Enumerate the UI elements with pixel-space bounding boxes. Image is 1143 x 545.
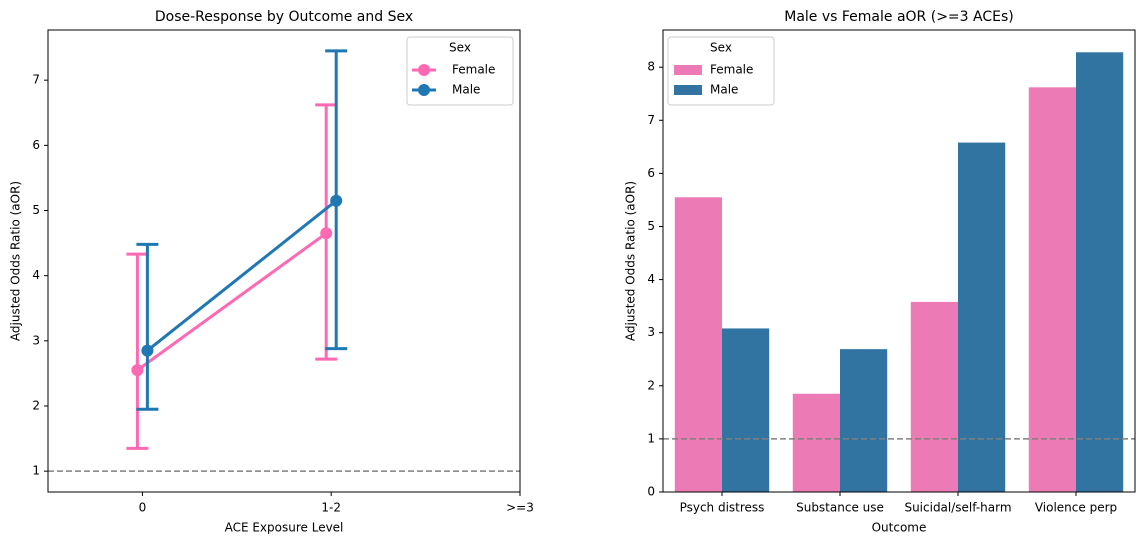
x-tick-label: Psych distress xyxy=(680,501,765,515)
y-tick-label: 3 xyxy=(32,333,40,347)
legend-label: Female xyxy=(710,63,753,77)
series-line xyxy=(136,232,328,372)
point xyxy=(320,227,333,240)
bar xyxy=(840,349,888,492)
point xyxy=(141,344,154,357)
bar xyxy=(910,301,958,492)
y-tick-label: 6 xyxy=(647,166,655,180)
plot-frame xyxy=(47,29,521,493)
series-line xyxy=(146,199,338,352)
x-tick-label: 1-2 xyxy=(321,501,341,515)
chart-title: Dose-Response by Outcome and Sex xyxy=(155,9,413,25)
y-tick-label: 2 xyxy=(32,398,40,412)
plot-frame xyxy=(662,29,1136,493)
legend-marker xyxy=(418,84,430,96)
x-tick-label: 0 xyxy=(139,501,147,515)
y-tick-label: 4 xyxy=(647,272,655,286)
x-tick-label: Violence perp xyxy=(1035,501,1117,515)
legend-title: Sex xyxy=(710,41,732,55)
y-tick-label: 4 xyxy=(32,268,40,282)
y-tick-label: 7 xyxy=(647,113,655,127)
bar xyxy=(674,197,722,492)
error-bar xyxy=(126,252,149,450)
bar xyxy=(1028,87,1076,493)
legend-patch xyxy=(674,65,702,75)
x-tick-label: Suicidal/self-harm xyxy=(904,501,1011,515)
bar xyxy=(792,393,840,492)
point xyxy=(131,364,144,377)
y-axis-label: Adjusted Odds Ratio (aOR) xyxy=(624,181,638,341)
chart-title: Male vs Female aOR (>=3 ACEs) xyxy=(784,9,1013,25)
y-tick-label: 7 xyxy=(32,73,40,87)
error-bar xyxy=(136,242,159,411)
point xyxy=(330,194,343,207)
y-tick-label: 6 xyxy=(32,138,40,152)
x-tick-label: Substance use xyxy=(796,501,884,515)
x-axis-label: Outcome xyxy=(872,521,927,535)
y-tick-label: 0 xyxy=(647,485,655,499)
x-tick-label: >=3 xyxy=(506,501,534,515)
y-tick-label: 8 xyxy=(647,60,655,74)
bar xyxy=(1076,52,1124,493)
legend-box xyxy=(406,36,514,106)
legend-marker xyxy=(418,64,430,76)
y-tick-label: 5 xyxy=(647,219,655,233)
y-tick-label: 2 xyxy=(647,378,655,392)
bar xyxy=(958,142,1006,492)
legend-label: Male xyxy=(452,83,480,97)
legend-label: Female xyxy=(452,63,495,77)
y-tick-label: 5 xyxy=(32,203,40,217)
bar xyxy=(722,328,770,492)
y-axis-label: Adjusted Odds Ratio (aOR) xyxy=(9,181,23,341)
x-axis-label: ACE Exposure Level xyxy=(225,521,344,535)
legend-patch xyxy=(674,85,702,95)
y-tick-label: 3 xyxy=(647,325,655,339)
legend-label: Male xyxy=(710,83,738,97)
y-tick-label: 1 xyxy=(32,464,40,478)
y-tick-label: 1 xyxy=(647,431,655,445)
legend-title: Sex xyxy=(449,41,471,55)
